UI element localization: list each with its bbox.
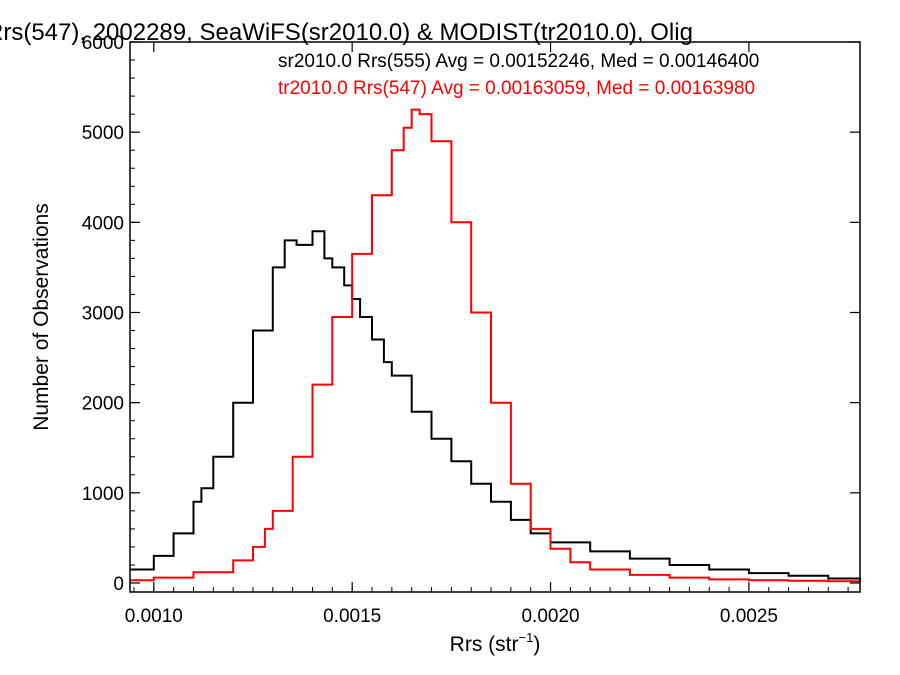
x-tick-label-0: 0.0010 bbox=[125, 606, 183, 627]
x-axis-label-main: Rrs (str bbox=[450, 633, 519, 656]
ticks-layer: 0.0010 0.0015 0.0020 0.0025 0 1000 2000 3000 400… bbox=[82, 33, 860, 627]
x-tick-label-1: 0.0015 bbox=[323, 606, 381, 627]
series-layer bbox=[130, 108, 861, 583]
y-tick-label-6: 6000 bbox=[82, 33, 124, 54]
x-tick-label-2: 0.0020 bbox=[521, 606, 579, 627]
y-tick-label-0: 0 bbox=[113, 574, 124, 595]
plot-frame bbox=[129, 41, 861, 593]
y-tick-label-3: 3000 bbox=[82, 303, 124, 324]
y-tick-label-4: 4000 bbox=[82, 213, 124, 234]
y-tick-label-5: 5000 bbox=[82, 123, 124, 144]
y-axis-label: Number of Observations bbox=[30, 203, 53, 431]
x-axis-label-close: ) bbox=[533, 633, 540, 656]
y-tick-label-1: 1000 bbox=[82, 484, 124, 505]
x-tick-label-3: 0.0025 bbox=[720, 606, 778, 627]
annotation-sr2010: sr2010.0 Rrs(555) Avg = 0.00152246, Med … bbox=[278, 51, 759, 72]
x-axis-label-superscript: −1 bbox=[519, 630, 534, 645]
annotation-tr2010: tr2010.0 Rrs(547) Avg = 0.00163059, Med … bbox=[278, 78, 755, 99]
series-0-histogram-line bbox=[130, 230, 861, 581]
y-tick-label-2: 2000 bbox=[82, 394, 124, 415]
x-axis-label: Rrs (str−1) bbox=[450, 630, 541, 656]
series-1-histogram-line bbox=[130, 108, 861, 583]
